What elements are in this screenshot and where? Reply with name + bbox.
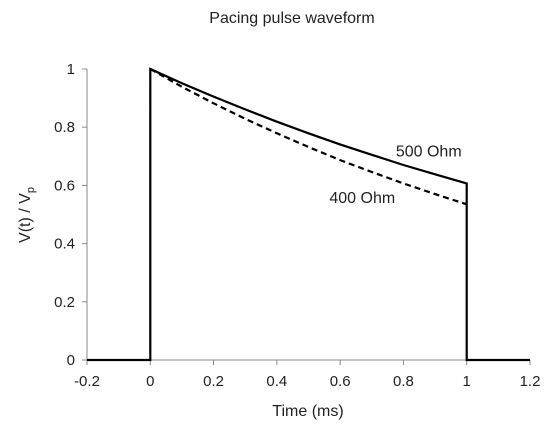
y-tick-label: 0.4 <box>54 236 75 253</box>
series-line-400-ohm <box>149 68 468 206</box>
x-tick-label: 0.8 <box>393 373 414 390</box>
y-axis-title-subscript: p <box>25 187 37 193</box>
x-axis-title: Time (ms) <box>272 403 343 420</box>
y-tick-label: 0.8 <box>54 119 75 136</box>
x-tick-label: -0.2 <box>74 373 100 390</box>
x-tick-label: 0 <box>146 373 154 390</box>
series-layer <box>87 67 530 362</box>
y-axis-title: V(t) / Vp <box>17 187 37 243</box>
series-annotation: 400 Ohm <box>329 190 395 207</box>
y-tick-label: 1 <box>67 61 75 78</box>
y-tick-label: 0.6 <box>54 177 75 194</box>
x-tick-label: 0.2 <box>203 373 224 390</box>
chart-title: Pacing pulse waveform <box>209 10 374 27</box>
y-axis-title-main: V(t) / V <box>17 193 34 243</box>
x-tick-label: 1 <box>463 373 471 390</box>
y-tick-label: 0 <box>67 352 75 369</box>
x-tick-label: 1.2 <box>520 373 541 390</box>
annotations: 500 Ohm 400 Ohm <box>329 143 461 207</box>
y-ticks: 0 0.2 0.4 0.6 0.8 1 <box>54 61 87 369</box>
series-annotation: 500 Ohm <box>396 143 462 160</box>
series-line-500-ohm <box>87 67 530 362</box>
x-ticks: -0.2 0 0.2 0.4 0.6 0.8 1 1.2 <box>74 360 540 390</box>
x-tick-label: 0.6 <box>330 373 351 390</box>
y-tick-label: 0.2 <box>54 294 75 311</box>
axes <box>86 69 530 361</box>
x-tick-label: 0.4 <box>266 373 287 390</box>
